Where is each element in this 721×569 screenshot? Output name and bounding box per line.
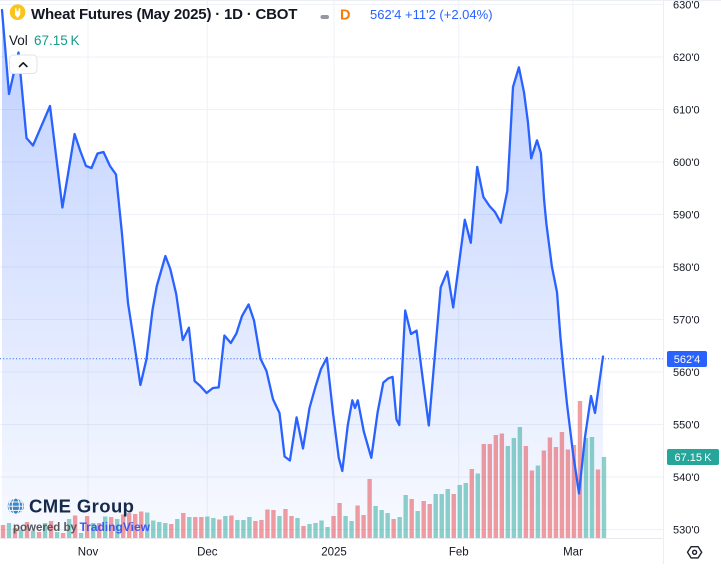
svg-text:67.15 K: 67.15 K	[674, 452, 712, 464]
svg-text:67.15 K: 67.15 K	[34, 33, 80, 48]
svg-text:580'0: 580'0	[673, 262, 700, 274]
svg-text:620'0: 620'0	[673, 52, 700, 64]
svg-text:562'4: 562'4	[674, 354, 701, 366]
svg-text:D: D	[340, 8, 350, 24]
svg-text:570'0: 570'0	[673, 314, 700, 326]
svg-text:540'0: 540'0	[673, 472, 700, 484]
svg-text:560'0: 560'0	[673, 367, 700, 379]
svg-text:Nov: Nov	[78, 547, 99, 559]
svg-text:Dec: Dec	[197, 547, 218, 559]
svg-text:600'0: 600'0	[673, 157, 700, 169]
svg-text:powered by: powered by	[13, 522, 78, 534]
svg-text:630'0: 630'0	[673, 0, 700, 11]
svg-text:590'0: 590'0	[673, 209, 700, 221]
svg-text:CME Group: CME Group	[29, 496, 134, 517]
svg-text:550'0: 550'0	[673, 419, 700, 431]
svg-text:610'0: 610'0	[673, 104, 700, 116]
svg-text:562'4 +11'2 (+2.04%): 562'4 +11'2 (+2.04%)	[370, 7, 493, 22]
svg-text:530'0: 530'0	[673, 524, 700, 536]
svg-text:Mar: Mar	[563, 547, 583, 559]
svg-text:TradingView: TradingView	[80, 520, 151, 534]
svg-text:2025: 2025	[321, 547, 347, 559]
svg-text:Vol: Vol	[9, 33, 28, 48]
svg-text:Feb: Feb	[449, 547, 469, 559]
svg-text:Wheat Futures (May 2025) · 1D: Wheat Futures (May 2025) · 1D · CBOT	[31, 6, 297, 23]
